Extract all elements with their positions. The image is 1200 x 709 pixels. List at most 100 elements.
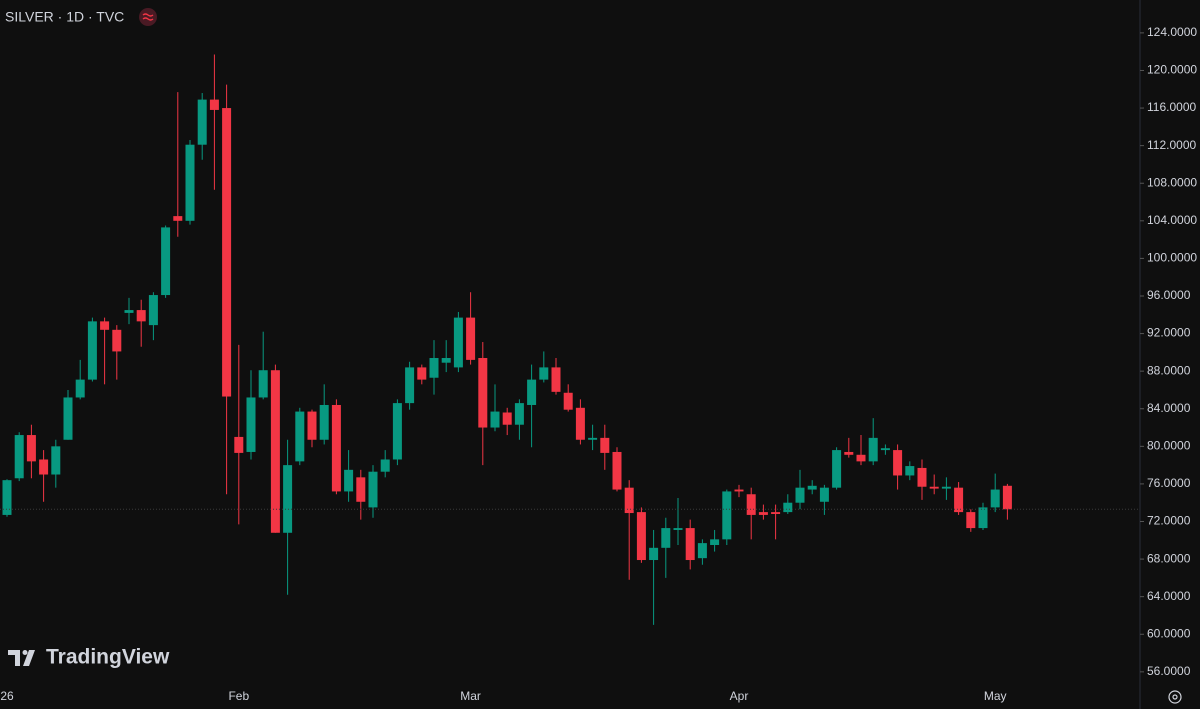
- tradingview-logo: [8, 650, 35, 666]
- candle-body: [649, 547, 659, 561]
- candle-body: [624, 487, 634, 514]
- candle-body: [380, 459, 390, 472]
- candle-body: [551, 367, 561, 392]
- candle-body: [600, 437, 610, 453]
- candle-body: [527, 379, 537, 405]
- y-tick-label: 100.0000: [1147, 251, 1197, 265]
- x-tick-label: May: [984, 689, 1007, 703]
- candle-body: [978, 507, 988, 529]
- candle-body: [746, 494, 756, 515]
- chart-title: SILVER · 1D · TVC: [5, 9, 124, 25]
- candle-body: [100, 321, 110, 330]
- candle-body: [514, 403, 524, 425]
- candle-body: [295, 411, 305, 462]
- candle-body: [539, 367, 549, 380]
- candle-body: [917, 467, 927, 487]
- candle-body: [14, 435, 24, 479]
- candle-body: [893, 450, 903, 476]
- candle-body: [331, 404, 341, 492]
- candle-body: [478, 358, 488, 428]
- candle-body: [685, 528, 695, 561]
- candle-body: [502, 412, 512, 425]
- candle-body: [929, 486, 939, 489]
- candle-body: [856, 454, 866, 462]
- candle-body: [197, 99, 207, 145]
- candle-body: [588, 437, 598, 440]
- candle-body: [710, 539, 720, 545]
- candle-body: [966, 512, 976, 529]
- candle-body: [783, 502, 793, 513]
- y-tick-label: 56.0000: [1147, 664, 1191, 678]
- candle-body: [429, 358, 439, 378]
- settings-icon[interactable]: [1168, 690, 1182, 704]
- x-tick-label: Apr: [730, 689, 749, 703]
- candle-body: [392, 403, 402, 460]
- y-tick-label: 124.0000: [1147, 25, 1197, 39]
- candle-body: [148, 295, 158, 326]
- candle-body: [258, 370, 268, 398]
- candle-body: [173, 216, 183, 221]
- candle-body: [490, 411, 500, 428]
- candle-body: [636, 512, 646, 561]
- candle-body: [283, 465, 293, 533]
- x-tick-label: Mar: [460, 689, 481, 703]
- candle-body: [868, 437, 878, 462]
- y-tick-label: 104.0000: [1147, 213, 1197, 227]
- candle-body: [161, 227, 171, 296]
- candle-body: [75, 379, 85, 398]
- candle-body: [136, 310, 146, 322]
- candle-body: [405, 367, 415, 404]
- candle-body: [124, 310, 134, 313]
- candle-body: [185, 144, 195, 221]
- candle-body: [673, 528, 683, 530]
- candle-body: [771, 512, 781, 514]
- candle-body: [575, 407, 585, 440]
- y-tick-label: 108.0000: [1147, 175, 1197, 189]
- candle-body: [2, 480, 12, 515]
- candle-body: [453, 317, 463, 368]
- y-tick-label: 92.0000: [1147, 326, 1191, 340]
- candle-body: [87, 321, 97, 380]
- y-tick-label: 112.0000: [1147, 138, 1196, 152]
- x-tick-label: 26: [0, 689, 14, 703]
- y-tick-label: 120.0000: [1147, 63, 1197, 77]
- candle-body: [941, 486, 951, 489]
- candle-body: [722, 491, 732, 540]
- candle-body: [734, 489, 744, 492]
- candle-body: [39, 459, 49, 475]
- source-icon: [139, 8, 157, 26]
- candle-body: [795, 487, 805, 503]
- candle-body: [807, 485, 817, 490]
- y-tick-label: 64.0000: [1147, 589, 1191, 603]
- y-tick-label: 88.0000: [1147, 363, 1191, 377]
- candle-body: [270, 370, 280, 533]
- candle-body: [319, 404, 329, 440]
- candle-body: [441, 358, 451, 363]
- candle-body: [954, 487, 964, 513]
- y-tick-label: 96.0000: [1147, 288, 1191, 302]
- candle-body: [697, 543, 707, 559]
- candle-body: [112, 329, 122, 352]
- candle-body: [905, 466, 915, 476]
- candle-body: [417, 367, 427, 380]
- candle-body: [368, 471, 378, 508]
- candle-body: [844, 451, 854, 455]
- candle-body: [661, 528, 671, 548]
- x-tick-label: Feb: [228, 689, 249, 703]
- y-tick-label: 72.0000: [1147, 514, 1191, 528]
- candle-body: [880, 448, 890, 451]
- candle-body: [832, 450, 842, 488]
- y-tick-label: 84.0000: [1147, 401, 1191, 415]
- y-tick-label: 80.0000: [1147, 439, 1191, 453]
- candle-body: [990, 489, 1000, 508]
- candle-body: [1002, 485, 1012, 510]
- candle-body: [819, 487, 829, 502]
- candle-body: [466, 317, 476, 360]
- candle-body: [26, 435, 36, 462]
- candle-body: [222, 108, 232, 397]
- y-tick-label: 76.0000: [1147, 476, 1191, 490]
- candle-body: [209, 99, 219, 110]
- y-tick-label: 68.0000: [1147, 551, 1191, 565]
